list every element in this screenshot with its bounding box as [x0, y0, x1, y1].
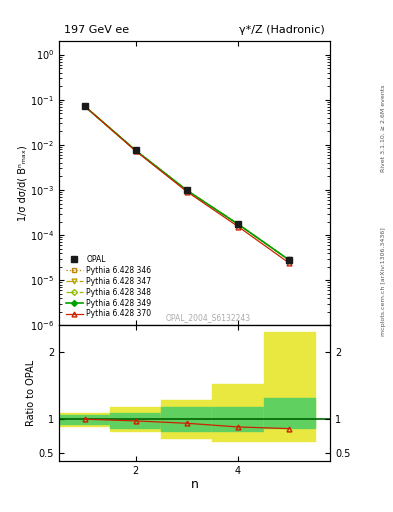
- Text: γ*/Z (Hadronic): γ*/Z (Hadronic): [239, 25, 325, 35]
- Text: 197 GeV ee: 197 GeV ee: [64, 25, 130, 35]
- Y-axis label: 1/σ dσ/d( Bⁿₘₐₓ): 1/σ dσ/d( Bⁿₘₐₓ): [17, 145, 27, 221]
- Text: Rivet 3.1.10, ≥ 2.6M events: Rivet 3.1.10, ≥ 2.6M events: [381, 84, 386, 172]
- Y-axis label: Ratio to OPAL: Ratio to OPAL: [26, 360, 36, 426]
- Legend: OPAL, Pythia 6.428 346, Pythia 6.428 347, Pythia 6.428 348, Pythia 6.428 349, Py: OPAL, Pythia 6.428 346, Pythia 6.428 347…: [63, 252, 154, 322]
- X-axis label: n: n: [191, 478, 198, 492]
- Text: mcplots.cern.ch [arXiv:1306.3436]: mcplots.cern.ch [arXiv:1306.3436]: [381, 227, 386, 336]
- Text: OPAL_2004_S6132243: OPAL_2004_S6132243: [165, 313, 251, 323]
